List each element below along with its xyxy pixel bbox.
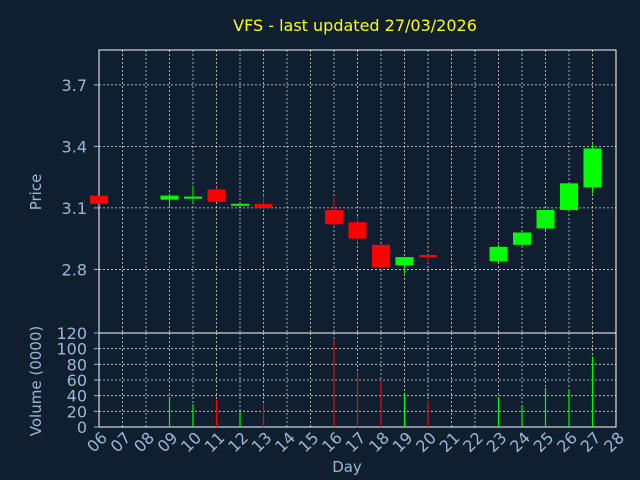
candle-body bbox=[489, 246, 508, 262]
price-tick-label: 2.8 bbox=[62, 260, 87, 279]
candle-body bbox=[583, 148, 602, 188]
candle-13 bbox=[254, 195, 273, 208]
candle-body bbox=[325, 209, 343, 225]
candle-body bbox=[560, 183, 578, 210]
candle-26 bbox=[560, 183, 578, 213]
candle-11 bbox=[207, 187, 226, 202]
candle-06 bbox=[90, 195, 108, 204]
x-tick-label: 28 bbox=[600, 428, 628, 456]
candle-body bbox=[419, 255, 437, 258]
candle-body bbox=[231, 203, 249, 206]
chart-title: VFS - last updated 27/03/2026 bbox=[233, 16, 477, 35]
candle-18 bbox=[372, 244, 390, 270]
candle-25 bbox=[536, 209, 555, 231]
x-axis-ticks: 0607080910111213141516171819202122232425… bbox=[83, 428, 628, 456]
candle-10 bbox=[184, 185, 202, 202]
candle-body bbox=[513, 232, 531, 245]
candle-27 bbox=[583, 144, 602, 194]
candle-16 bbox=[325, 197, 343, 227]
candle-body bbox=[395, 257, 414, 266]
volume-axis-label: Volume (0000) bbox=[27, 326, 45, 436]
price-tick-label: 3.4 bbox=[62, 137, 87, 156]
volume-tick-label: 0 bbox=[77, 418, 87, 437]
candle-body bbox=[372, 244, 390, 268]
candle-17 bbox=[348, 216, 367, 243]
candle-body bbox=[184, 196, 202, 199]
volume-tick-label: 120 bbox=[56, 324, 87, 343]
candle-body bbox=[254, 203, 273, 208]
x-axis-label: Day bbox=[332, 458, 362, 476]
candle-23 bbox=[489, 244, 508, 264]
volume-tick-label: 100 bbox=[56, 340, 87, 359]
price-tick-label: 3.7 bbox=[62, 76, 87, 95]
candle-body bbox=[536, 209, 555, 229]
candle-19 bbox=[395, 257, 414, 274]
candle-09 bbox=[160, 193, 179, 206]
candle-body bbox=[90, 195, 108, 204]
candle-body bbox=[160, 195, 179, 200]
candle-body bbox=[207, 189, 226, 202]
volume-tick-label: 40 bbox=[67, 387, 87, 406]
volume-tick-label: 80 bbox=[67, 355, 87, 374]
volume-tick-label: 60 bbox=[67, 371, 87, 390]
candle-24 bbox=[513, 232, 531, 247]
price-axis-label: Price bbox=[27, 174, 45, 211]
price-tick-label: 3.1 bbox=[62, 199, 87, 218]
candle-12 bbox=[231, 202, 249, 206]
price-panel: 2.8 3.1 3.4 3.7 bbox=[62, 49, 617, 334]
candle-20 bbox=[419, 255, 437, 264]
candle-body bbox=[348, 222, 367, 239]
volume-tick-label: 20 bbox=[67, 402, 87, 421]
